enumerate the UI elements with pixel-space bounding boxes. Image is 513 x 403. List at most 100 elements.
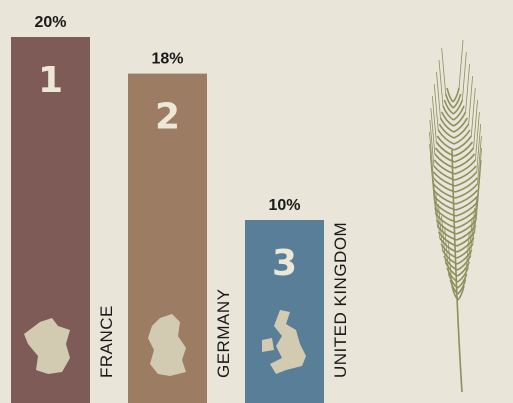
wheat-grain [447, 273, 459, 289]
wheat-grain [441, 249, 458, 265]
wheat-illustration [429, 39, 482, 393]
wheat-awn [438, 59, 444, 107]
wheat-grain [455, 189, 479, 205]
wheat-grain [434, 147, 455, 163]
wheat-awn [461, 51, 467, 101]
wheat-grain [454, 171, 478, 187]
wheat-grain [446, 267, 459, 283]
wheat-grain [443, 255, 458, 271]
wheat-grain [449, 279, 459, 295]
wheat-grain [453, 123, 470, 139]
value-label: 10% [268, 197, 300, 214]
rank-number: 1 [38, 60, 63, 101]
wheat-grain [453, 111, 467, 127]
wheat-grain [457, 285, 465, 301]
wheat-grain [457, 279, 467, 295]
wheat-awn [429, 131, 434, 179]
wheat-grain [454, 147, 475, 163]
wheat-grain [432, 177, 456, 193]
wheat-awn [473, 99, 478, 149]
wheat-stem [451, 149, 463, 393]
wheat-grain [453, 117, 468, 133]
wheat-grain [456, 243, 474, 259]
wheat-grain [454, 141, 474, 157]
wheat-grain [433, 189, 456, 205]
category-label: FRANCE [97, 305, 116, 378]
wheat-grain [435, 141, 455, 157]
wheat-grain [444, 93, 454, 109]
wheat-awn [475, 111, 480, 161]
wheat-grain [434, 207, 457, 223]
wheat-grain [456, 225, 477, 241]
value-label: 18% [151, 51, 183, 68]
wheat-awn [429, 119, 435, 167]
wheat-grain [452, 99, 464, 115]
wheat-grain [438, 123, 455, 139]
category-label: UNITED KINGDOM [331, 222, 350, 378]
wheat-grain [454, 153, 476, 169]
wheat-grain [432, 183, 456, 199]
wheat-awn [468, 75, 473, 125]
value-label: 20% [34, 14, 66, 31]
wheat-grain [435, 213, 457, 229]
wheat-grain [455, 207, 478, 223]
rank-number: 2 [155, 97, 180, 138]
wheat-awn [436, 71, 441, 119]
country-silhouettes [24, 310, 306, 376]
germany-silhouette [148, 314, 186, 376]
wheat-grain [443, 99, 454, 115]
wheat-grain [456, 231, 476, 247]
wheat-grain [456, 261, 471, 277]
wheat-grain [456, 249, 473, 265]
wheat-grain [453, 135, 472, 151]
wheat-grain [457, 267, 469, 283]
wheat-grain [433, 165, 456, 181]
wheat-grain [454, 159, 477, 175]
wheat-grain [457, 273, 468, 289]
wheat-grain [436, 135, 455, 151]
wheat-grain [456, 237, 475, 253]
wheat-grain [433, 195, 456, 211]
wheat-grain [456, 219, 477, 235]
wheat-grain [444, 261, 458, 277]
wheat-awn [470, 207, 475, 257]
france-silhouette [24, 318, 70, 374]
wheat-awn [477, 135, 482, 185]
wheat-grain [453, 105, 465, 121]
wheat-awn [476, 123, 482, 173]
wheat-awn [441, 47, 447, 95]
wheat-grain [437, 129, 455, 145]
wheat-awn [477, 147, 482, 197]
wheat-grain [433, 201, 457, 217]
wheat-grain [435, 219, 457, 235]
wheat-grain [455, 213, 478, 229]
wheat-awn [476, 159, 482, 209]
wheat-grain [440, 243, 458, 259]
wheat-awn [458, 39, 464, 89]
uk-silhouette [262, 310, 306, 374]
wheat-grain [440, 111, 455, 127]
wheat-grain [446, 87, 454, 103]
wheat-grain [439, 117, 455, 133]
wheat-awn [431, 95, 437, 143]
wheat-grain [433, 159, 456, 175]
bars [11, 37, 324, 403]
wheat-grain [455, 195, 479, 211]
rank-number: 3 [272, 243, 297, 284]
wheat-grain [442, 105, 454, 121]
wheat-grain [452, 93, 462, 109]
wheat-grain [452, 87, 460, 103]
wheat-awn [465, 63, 470, 113]
category-label: GERMANY [214, 289, 233, 378]
wheat-grain [453, 129, 471, 145]
wheat-grain [436, 225, 457, 241]
wheat-awn [470, 87, 476, 137]
wheat-awn [429, 143, 435, 191]
wheat-grain [455, 201, 479, 217]
wheat-grain [432, 171, 456, 187]
wheat-grain [456, 255, 472, 271]
wheat-awn [430, 107, 436, 155]
wheat-grain [437, 231, 457, 247]
wheat-grain [455, 177, 478, 193]
